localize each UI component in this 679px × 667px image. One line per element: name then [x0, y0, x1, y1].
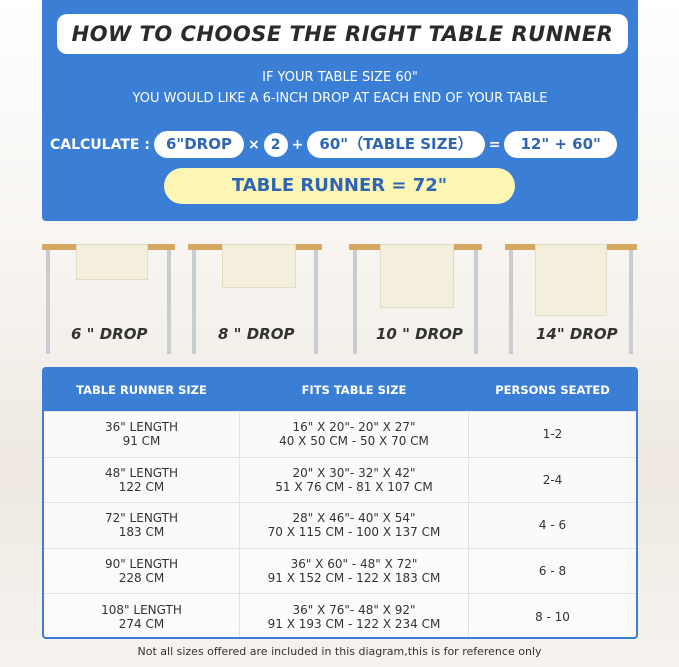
fit-inches: 36" X 76"- 48" X 92" [292, 602, 416, 617]
drop-label-8: 8 " DROP [218, 325, 295, 343]
length-inches: 72" LENGTH [104, 511, 179, 526]
table-row: 108" LENGTH 274 CM 36" X 76"- 48" X 92" 91 … [44, 593, 636, 637]
result-pill: TABLE RUNNER = 72" [164, 168, 515, 204]
fits-size-cell: 36" X 76"- 48" X 92" 91 X 193 CM - 122 X … [239, 594, 469, 637]
length-cm: 228 CM [118, 571, 165, 586]
header-runner-size: TABLE RUNNER SIZE [76, 383, 207, 397]
table-header: TABLE RUNNER SIZE FITS TABLE SIZE PERSON… [44, 369, 636, 411]
fits-size-cell: 28" X 46"- 40" X 54" 70 X 115 CM - 100 X … [239, 503, 469, 548]
table-illustration [349, 244, 482, 356]
drop-label-6: 6 " DROP [71, 325, 148, 343]
page-title: HOW TO CHOOSE THE RIGHT TABLE RUNNER [57, 14, 628, 54]
fit-inches: 20" X 30"- 32" X 42" [292, 465, 416, 480]
fit-inches: 36" X 60" - 48" X 72" [290, 557, 418, 572]
length-cm: 183 CM [118, 525, 165, 540]
drop-label-14: 14" DROP [536, 325, 618, 343]
footnote: Not all sizes offered are included in th… [137, 645, 542, 658]
persons-cell: 1-2 [542, 427, 563, 442]
times-sign: × [247, 136, 260, 153]
table-leg [629, 250, 633, 354]
persons-cell: 4 - 6 [538, 518, 567, 533]
fit-cm: 51 X 76 CM - 81 X 107 CM [275, 479, 433, 494]
table-leg [167, 250, 171, 354]
table-row: 36" LENGTH 91 CM 16" X 20"- 20" X 27" 40 X … [44, 411, 636, 457]
fits-size-cell: 16" X 20"- 20" X 27" 40 X 50 CM - 50 X 70… [239, 412, 469, 457]
header-persons: PERSONS SEATED [495, 383, 610, 397]
persons-cell: 8 - 10 [535, 609, 570, 624]
calculation-panel: HOW TO CHOOSE THE RIGHT TABLE RUNNER IF … [42, 0, 638, 221]
fits-size-cell: 36" X 60" - 48" X 72" 91 X 152 CM - 122 X… [239, 548, 469, 594]
runner-size-cell: 48" LENGTH 122 CM [44, 466, 239, 494]
sum-pill: 12" + 60" [504, 131, 617, 158]
length-inches: 48" LENGTH [104, 465, 179, 480]
header-fits-size: FITS TABLE SIZE [301, 383, 407, 397]
runner-size-cell: 90" LENGTH 228 CM [44, 557, 239, 585]
table-illustration [505, 244, 637, 356]
subtitle-line-1: IF YOUR TABLE SIZE 60" [262, 70, 418, 85]
fit-inches: 28" X 46"- 40" X 54" [292, 511, 416, 526]
subtitle-line-2: YOU WOULD LIKE A 6-INCH DROP AT EACH END… [132, 91, 548, 106]
table-illustration [42, 244, 175, 356]
length-inches: 108" LENGTH [101, 602, 182, 617]
table-leg [314, 250, 318, 354]
fit-cm: 40 X 50 CM - 50 X 70 CM [279, 434, 429, 449]
table-runner [535, 244, 607, 316]
table-size-pill: 60"（TABLE SIZE） [307, 131, 485, 158]
table-leg [192, 250, 196, 354]
table-leg [509, 250, 513, 354]
runner-size-cell: 108" LENGTH 274 CM [44, 603, 239, 631]
table-illustration [188, 244, 322, 356]
equals-sign: = [488, 136, 501, 153]
table-leg [46, 250, 50, 354]
persons-cell: 2-4 [542, 472, 563, 487]
calculation-row: CALCULATE : 6"DROP × 2 + 60"（TABLE SIZE）… [50, 131, 617, 158]
two-circle: 2 [263, 132, 288, 157]
drop-pill: 6"DROP [153, 131, 244, 158]
table-row: 90" LENGTH 228 CM 36" X 60" - 48" X 72" 91 … [44, 547, 636, 594]
length-inches: 36" LENGTH [104, 420, 179, 435]
table-runner [222, 244, 296, 288]
fits-size-cell: 20" X 30"- 32" X 42" 51 X 76 CM - 81 X 10… [239, 457, 469, 503]
plus-sign: + [291, 136, 304, 153]
runner-size-cell: 72" LENGTH 183 CM [44, 511, 239, 539]
runner-size-cell: 36" LENGTH 91 CM [44, 420, 239, 448]
table-runner [380, 244, 454, 308]
fit-cm: 91 X 152 CM - 122 X 183 CM [267, 571, 441, 586]
table-row: 48" LENGTH 122 CM 20" X 30"- 32" X 42" 51 X… [44, 456, 636, 503]
fit-inches: 16" X 20"- 20" X 27" [292, 420, 416, 435]
length-cm: 122 CM [118, 479, 165, 494]
table-runner [76, 244, 148, 280]
length-cm: 91 CM [122, 434, 161, 449]
calc-label: CALCULATE : [50, 136, 150, 153]
persons-cell: 6 - 8 [538, 564, 567, 579]
length-inches: 90" LENGTH [104, 557, 179, 572]
length-cm: 274 CM [118, 616, 165, 631]
fit-cm: 91 X 193 CM - 122 X 234 CM [267, 616, 441, 631]
table-row: 72" LENGTH 183 CM 28" X 46"- 40" X 54" 70 X… [44, 502, 636, 548]
table-leg [353, 250, 357, 354]
table-leg [474, 250, 478, 354]
size-table: TABLE RUNNER SIZE FITS TABLE SIZE PERSON… [42, 367, 638, 639]
fit-cm: 70 X 115 CM - 100 X 137 CM [267, 525, 441, 540]
drop-label-10: 10 " DROP [376, 325, 463, 343]
